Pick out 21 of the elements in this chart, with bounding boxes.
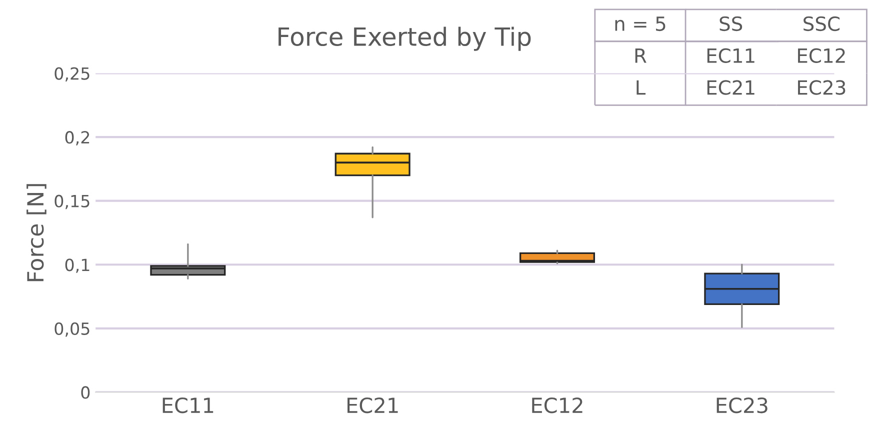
annotation: EC21 bbox=[707, 80, 754, 95]
y-tick-label: 0,15 bbox=[54, 194, 90, 210]
text: EC11 bbox=[707, 48, 754, 63]
text: SS bbox=[720, 16, 742, 32]
annotation: EC23 bbox=[798, 80, 846, 95]
chart-title: Force Exerted by Tip bbox=[278, 26, 531, 51]
text: n = 5 bbox=[615, 16, 666, 32]
x-tick-label: EC21 bbox=[348, 397, 398, 414]
y-tick-label: 0 bbox=[81, 386, 90, 399]
x-tick-label: EC12 bbox=[532, 397, 582, 414]
text: EC12 bbox=[798, 48, 845, 63]
x-tick-label: EC11 bbox=[162, 397, 214, 414]
y-tick-label: 0,1 bbox=[65, 258, 90, 273]
text: SSC bbox=[804, 16, 840, 32]
text: R bbox=[635, 48, 646, 63]
annotation: L bbox=[636, 80, 646, 95]
x-tick-label: EC23 bbox=[716, 397, 768, 414]
y-tick-label: 0,05 bbox=[54, 322, 90, 337]
y-tick-label: 0,2 bbox=[65, 131, 90, 146]
y-tick-label: 0,25 bbox=[54, 67, 90, 82]
y-axis-title: Force [N] bbox=[26, 184, 46, 282]
